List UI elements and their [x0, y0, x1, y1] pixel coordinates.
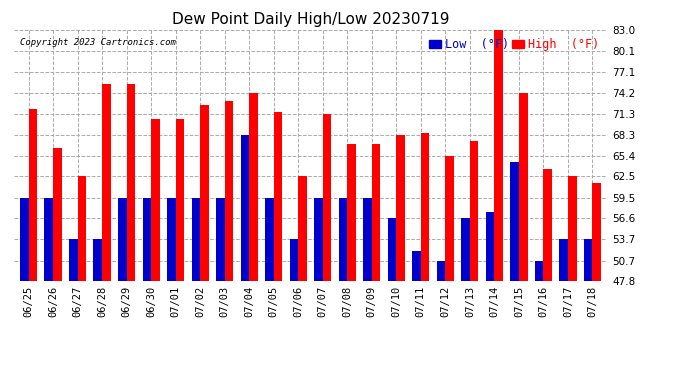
Bar — [93, 239, 102, 281]
Bar — [421, 134, 429, 281]
Bar — [102, 84, 110, 281]
Bar — [44, 198, 53, 281]
Bar — [241, 135, 249, 281]
Bar — [363, 198, 372, 281]
Bar — [249, 93, 258, 281]
Bar — [462, 218, 470, 281]
Bar — [53, 148, 61, 281]
Bar — [388, 218, 396, 281]
Bar — [437, 261, 445, 281]
Bar — [314, 198, 323, 281]
Text: Copyright 2023 Cartronics.com: Copyright 2023 Cartronics.com — [20, 38, 176, 46]
Bar — [77, 176, 86, 281]
Bar — [544, 169, 552, 281]
Bar — [396, 135, 405, 281]
Bar — [200, 105, 209, 281]
Bar — [143, 198, 151, 281]
Bar — [151, 119, 159, 281]
Bar — [176, 119, 184, 281]
Bar — [593, 183, 601, 281]
Bar — [347, 144, 356, 281]
Bar — [372, 144, 380, 281]
Bar — [339, 198, 347, 281]
Bar — [225, 101, 233, 281]
Bar — [28, 108, 37, 281]
Bar — [323, 114, 331, 281]
Bar — [290, 239, 298, 281]
Legend: Low  (°F), High  (°F): Low (°F), High (°F) — [427, 36, 601, 54]
Bar — [584, 239, 593, 281]
Bar — [495, 30, 503, 281]
Bar — [265, 198, 274, 281]
Bar — [535, 261, 544, 281]
Bar — [412, 251, 421, 281]
Bar — [511, 162, 519, 281]
Bar — [486, 212, 495, 281]
Bar — [519, 93, 528, 281]
Bar — [445, 156, 454, 281]
Bar — [126, 84, 135, 281]
Title: Dew Point Daily High/Low 20230719: Dew Point Daily High/Low 20230719 — [172, 12, 449, 27]
Bar — [274, 112, 282, 281]
Bar — [192, 198, 200, 281]
Bar — [216, 198, 225, 281]
Bar — [118, 198, 126, 281]
Bar — [69, 239, 77, 281]
Bar — [470, 141, 478, 281]
Bar — [568, 176, 577, 281]
Bar — [298, 176, 307, 281]
Bar — [560, 239, 568, 281]
Bar — [20, 198, 28, 281]
Bar — [167, 198, 176, 281]
